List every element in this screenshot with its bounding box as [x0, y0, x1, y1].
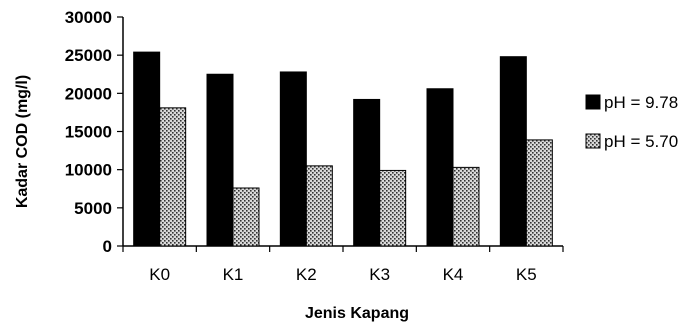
bar-k2-series-1	[279, 71, 307, 247]
bar-k3-series-2	[379, 169, 407, 247]
y-tick-label: 5000	[74, 199, 112, 218]
bar-k5-series-1	[499, 56, 527, 247]
x-tick-label: K4	[443, 265, 464, 284]
y-tick-label: 15000	[65, 123, 112, 142]
bar-k4-series-2	[452, 166, 480, 247]
labels: 0 5000 10000 15000 20000 25000 30000 K0 K1 K2 K3 K4…	[14, 8, 537, 322]
y-tick-label: 30000	[65, 8, 112, 27]
bar-k5-series-2	[525, 139, 553, 247]
x-axis-title: Jenis Kapang	[305, 305, 409, 322]
legend-label-2: pH = 5.70	[604, 132, 678, 151]
bar-k0-series-1	[133, 51, 161, 247]
x-tick-label: K5	[516, 265, 537, 284]
y-tick-label: 0	[103, 237, 112, 256]
x-tick-label: K1	[223, 265, 244, 284]
y-tick-label: 25000	[65, 46, 112, 65]
bar-k1-series-1	[206, 73, 234, 247]
y-tick-label: 20000	[65, 84, 112, 103]
x-tick-label: K0	[149, 265, 170, 284]
legend-swatch-2	[585, 133, 601, 149]
bar-k4-series-1	[426, 88, 454, 247]
bar-k1-series-2	[232, 187, 260, 247]
legend-swatch-1	[585, 94, 601, 110]
bar-k3-series-1	[353, 98, 381, 247]
bars	[133, 51, 553, 247]
bar-k2-series-2	[305, 165, 333, 247]
y-axis-title: Kadar COD (mg/l)	[14, 75, 31, 208]
legend-label-1: pH = 9.78	[604, 93, 678, 112]
legend: pH = 9.78 pH = 5.70	[585, 93, 678, 151]
axes	[117, 16, 564, 252]
x-tick-label: K2	[296, 265, 317, 284]
y-tick-label: 10000	[65, 161, 112, 180]
x-tick-label: K3	[369, 265, 390, 284]
bar-k0-series-2	[159, 107, 187, 247]
